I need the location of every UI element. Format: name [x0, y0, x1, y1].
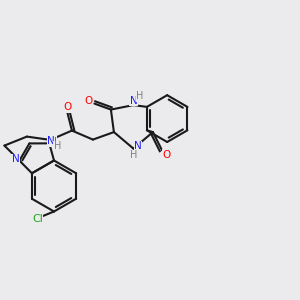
Text: H: H [136, 91, 144, 101]
Text: Cl: Cl [32, 214, 43, 224]
Text: N: N [134, 141, 142, 151]
Text: N: N [12, 154, 20, 164]
Text: H: H [54, 142, 61, 152]
Text: N: N [49, 137, 57, 147]
Text: O: O [84, 96, 92, 106]
Text: H: H [130, 150, 138, 160]
Text: N: N [47, 136, 55, 146]
Text: O: O [63, 102, 71, 112]
Text: N: N [130, 96, 137, 106]
Text: O: O [162, 150, 170, 160]
